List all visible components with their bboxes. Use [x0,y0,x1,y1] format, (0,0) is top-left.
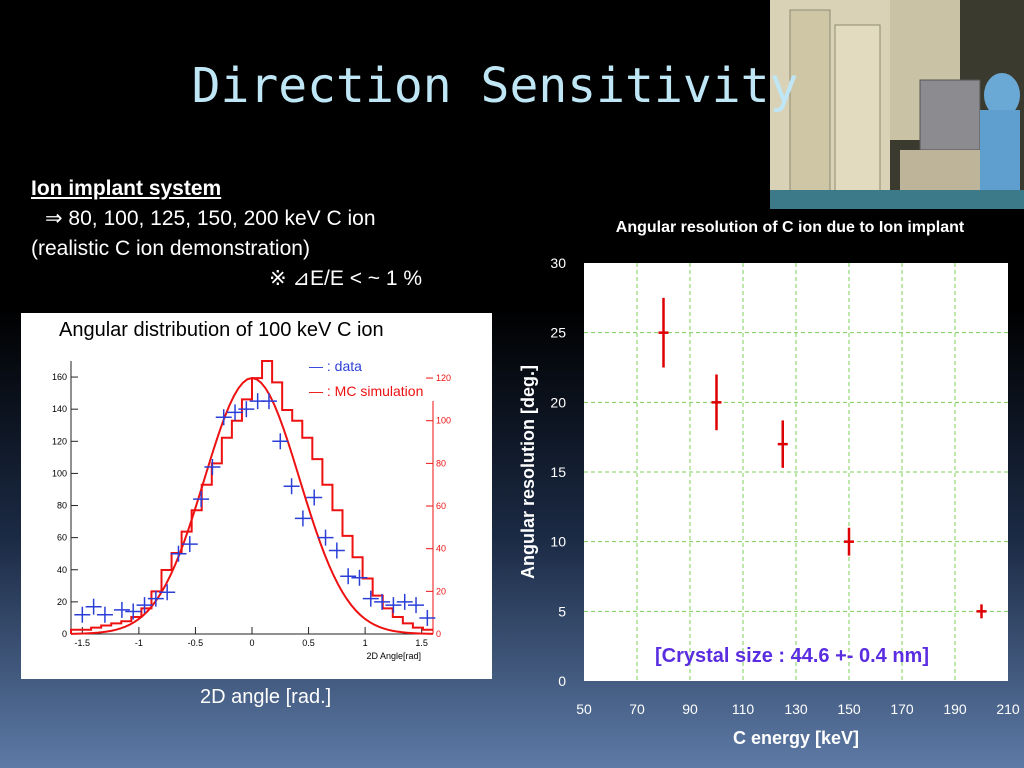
y-tick-label: 20 [550,394,566,410]
x-tick-label: 0 [249,638,254,648]
legend-data: — : data [309,358,362,374]
right-y-tick-label: 60 [436,501,446,511]
x-tick-label: 150 [837,701,861,717]
left-y-tick-label: 160 [52,372,67,382]
mc-fit-curve [70,377,434,635]
page-title: Direction Sensitivity [191,58,799,114]
angle-label: 2D angle [rad.] [200,686,332,708]
plot-area [584,263,1008,681]
right-y-tick-label: 120 [436,373,451,383]
left-y-tick-label: 140 [52,404,67,414]
x-tick-label: 1.5 [415,638,428,648]
y-axis-label: Angular resolution [deg.] [518,365,538,579]
ion-implant-heading: Ion implant system [31,177,222,200]
y-tick-label: 25 [550,325,566,341]
crystal-size-annotation: [Crystal size : 44.6 +- 0.4 nm] [655,645,929,667]
legend-mc: — : MC simulation [309,383,423,399]
x-tick-label: 190 [943,701,967,717]
x-tick-label: 90 [682,701,698,717]
left-y-tick-label: 120 [52,436,67,446]
left-y-tick-label: 80 [57,501,67,511]
x-axis-title: 2D Angle[rad] [366,651,421,661]
left-y-tick-label: 20 [57,597,67,607]
x-tick-label: 110 [732,701,755,717]
x-tick-label: 210 [996,701,1020,717]
x-axis-label: C energy [keV] [733,728,859,748]
angular-distribution-caption: Angular distribution of 100 keV C ion [59,319,384,341]
x-tick-label: 1 [363,638,368,648]
x-tick-label: 170 [890,701,914,717]
x-tick-label: -1 [135,638,143,648]
right-y-tick-label: 0 [436,629,441,639]
right-y-tick-label: 100 [436,416,451,426]
left-y-tick-label: 0 [62,629,67,639]
x-tick-label: 130 [784,701,808,717]
energy-list: ⇒ 80, 100, 125, 150, 200 keV C ion [45,207,376,230]
chart-title: Angular resolution of C ion due to Ion i… [615,219,965,236]
y-tick-label: 15 [550,464,566,480]
x-tick-label: 70 [629,701,645,717]
angular-distribution-plot: 0 20 40 60 80 100 120 140 160 0 20 40 60 80 100 120 -1.5… [21,313,492,679]
energy-spread-note: ※ ⊿E/E < ~ 1 % [269,267,423,290]
x-tick-label: -0.5 [188,638,204,648]
left-y-tick-label: 100 [52,468,67,478]
x-tick-label: 50 [576,701,592,717]
lab-photo [770,0,1024,209]
y-tick-label: 0 [558,673,566,689]
mc-histogram [70,360,433,634]
x-tick-label: 0.5 [302,638,315,648]
right-y-tick-label: 40 [436,544,446,554]
left-y-tick-label: 40 [57,565,67,575]
right-y-tick-label: 80 [436,458,446,468]
demo-note: (realistic C ion demonstration) [31,237,310,260]
y-tick-label: 10 [550,534,566,550]
left-y-tick-label: 60 [57,533,67,543]
x-tick-label: -1.5 [75,638,91,648]
right-y-tick-label: 20 [436,586,446,596]
y-tick-label: 30 [550,255,566,271]
ion-implant-text: Ion implant system ⇒ 80, 100, 125, 150, … [31,174,451,294]
y-tick-label: 5 [558,603,566,619]
